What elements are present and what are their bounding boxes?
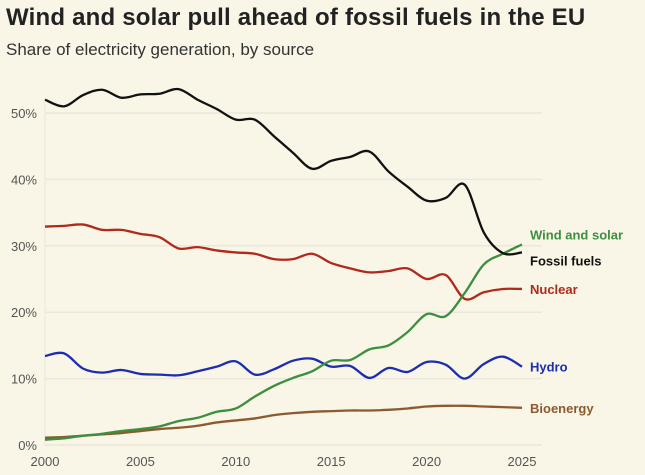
x-tick-label: 2020 xyxy=(412,454,441,469)
chart-subtitle: Share of electricity generation, by sour… xyxy=(6,40,315,59)
x-tick-label: 2000 xyxy=(31,454,60,469)
y-tick-label: 10% xyxy=(11,372,37,387)
x-tick-label: 2025 xyxy=(508,454,537,469)
series-label-nuclear: Nuclear xyxy=(530,282,578,297)
series-label-hydro: Hydro xyxy=(530,360,568,375)
y-tick-label: 0% xyxy=(18,438,37,453)
x-tick-label: 2015 xyxy=(317,454,346,469)
x-tick-label: 2005 xyxy=(126,454,155,469)
y-tick-label: 40% xyxy=(11,172,37,187)
chart-title: Wind and solar pull ahead of fossil fuel… xyxy=(6,4,586,31)
series-label-fossil-fuels: Fossil fuels xyxy=(530,253,602,268)
y-tick-label: 50% xyxy=(11,106,37,121)
series-line-hydro xyxy=(44,351,523,380)
series-line-bioenergy xyxy=(44,404,523,439)
x-tick-label: 2010 xyxy=(221,454,250,469)
series-line-fossil-fuels xyxy=(44,87,523,256)
series-label-bioenergy: Bioenergy xyxy=(530,401,594,416)
series-line-nuclear xyxy=(44,223,523,301)
y-tick-label: 30% xyxy=(11,239,37,254)
series-line-wind-and-solar xyxy=(44,243,523,441)
y-tick-label: 20% xyxy=(11,305,37,320)
series-label-wind-and-solar: Wind and solar xyxy=(530,227,623,242)
